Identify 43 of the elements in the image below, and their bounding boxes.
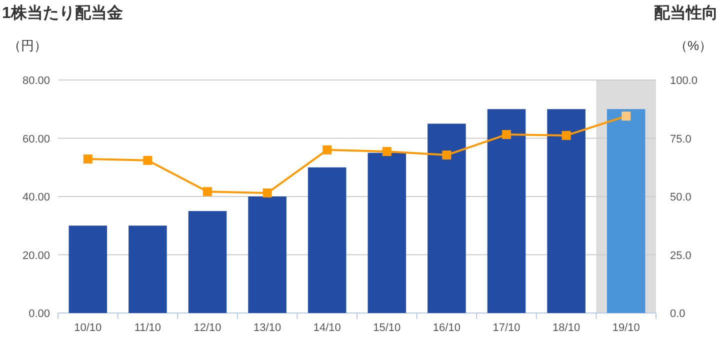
point: [502, 130, 511, 140]
bar: [428, 124, 466, 313]
point: [562, 130, 571, 140]
y-tick-label: 60.00: [22, 133, 50, 146]
point: [322, 145, 332, 154]
point: [622, 112, 631, 121]
bar: [487, 109, 526, 313]
y2-axis-title: 配当性向: [654, 4, 718, 22]
y2-tick-label: 75.0: [670, 133, 692, 146]
x-tick-label: 16/10: [432, 322, 460, 334]
x-tick-label: 10/10: [74, 322, 102, 334]
y-tick-label: 40.00: [22, 192, 50, 204]
y-tick-label: 20.00: [22, 250, 50, 262]
point: [203, 187, 212, 196]
bar: [68, 226, 108, 313]
point: [382, 147, 392, 156]
y2-tick-label: 100.0: [670, 75, 698, 87]
bar: [188, 211, 227, 313]
bar: [128, 226, 167, 313]
y-tick-label: 80.00: [22, 75, 50, 87]
x-tick-label: 11/10: [134, 322, 162, 334]
x-tick-label: 15/10: [373, 322, 401, 334]
x-tick-label: 17/10: [492, 322, 520, 334]
text: （%）: [674, 38, 712, 53]
point: [442, 150, 452, 160]
bar: [248, 196, 286, 313]
point: [262, 188, 272, 198]
bar: [368, 152, 406, 313]
x-tick-label: 18/10: [552, 322, 580, 334]
x-tick-label: 12/10: [194, 322, 222, 334]
point: [143, 156, 152, 165]
x-tick-label: 14/10: [313, 322, 341, 334]
point: [83, 154, 92, 164]
y2-tick-label: 50.0: [670, 192, 692, 204]
y-tick-label: 0.00: [28, 308, 50, 320]
text: （円）: [8, 38, 47, 53]
y2-tick-label: 0.0: [670, 308, 686, 320]
bar: [308, 167, 346, 313]
y2-tick-label: 25.0: [670, 250, 692, 262]
x-tick-label: 19/10: [612, 322, 640, 334]
y-axis-title: 1株当たり配当金: [2, 4, 123, 22]
x-tick-label: 13/10: [254, 322, 282, 334]
bar: [547, 109, 586, 313]
